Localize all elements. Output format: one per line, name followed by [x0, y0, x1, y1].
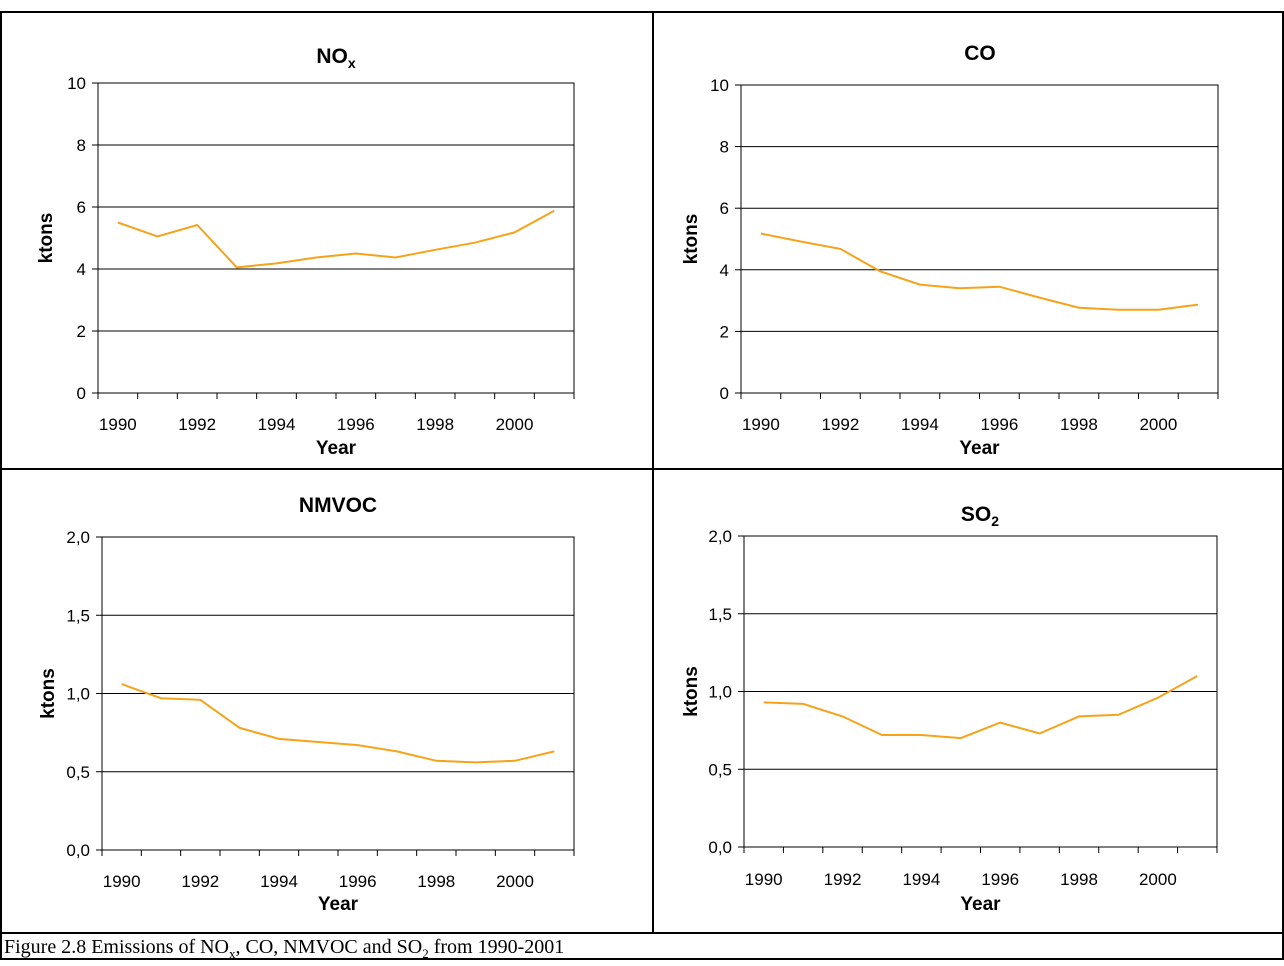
chart-title-so2: SO2	[961, 503, 999, 529]
series-line-so2	[764, 676, 1198, 738]
caption-part-3: from 1990-2001	[429, 936, 565, 958]
x-axis-label: Year	[960, 894, 1001, 915]
x-tick-label: 1992	[824, 870, 862, 889]
x-tick-label: 2000	[1139, 870, 1177, 889]
y-tick-label: 2,0	[708, 527, 732, 546]
caption-part-1: Figure 2.8 Emissions of NO	[4, 936, 229, 958]
caption-part-2: , CO, NMVOC and SO	[236, 936, 423, 958]
x-tick-label: 1990	[745, 870, 783, 889]
y-tick-label: 0,5	[708, 760, 732, 779]
x-tick-label: 1994	[902, 870, 940, 889]
y-tick-label: 1,5	[708, 605, 732, 624]
y-tick-label: 0,0	[708, 838, 732, 857]
y-axis-label: ktons	[681, 666, 702, 717]
y-tick-label: 1,0	[708, 683, 732, 702]
figure-caption: Figure 2.8 Emissions of NOx, CO, NMVOC a…	[2, 935, 1284, 960]
x-tick-label: 1996	[981, 870, 1019, 889]
x-tick-label: 1998	[1060, 870, 1098, 889]
